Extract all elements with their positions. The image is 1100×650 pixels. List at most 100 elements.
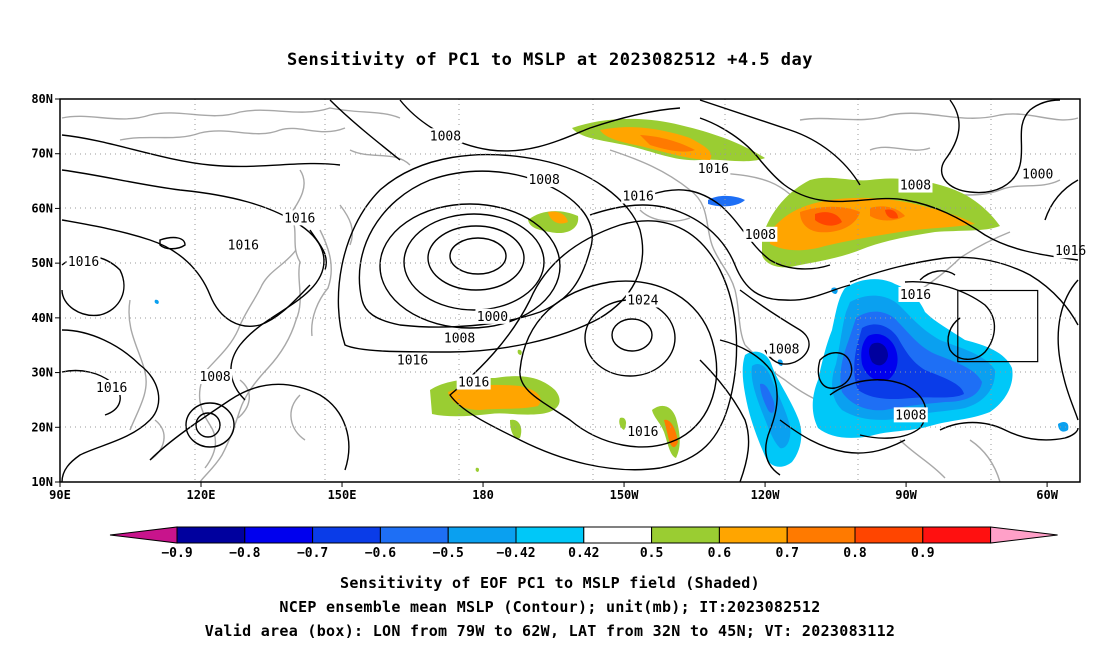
colorbar-label: 0.6: [708, 546, 732, 561]
contour-label-text: 1024: [627, 293, 658, 308]
colorbar-label: −0.9: [161, 546, 192, 561]
lon-tick-label: 120W: [751, 488, 781, 502]
colorbar-segment: [244, 526, 314, 544]
colorbar-label: 0.7: [775, 546, 798, 561]
lon-tick-label: 90W: [895, 488, 917, 502]
lat-tick-label: 60N: [31, 201, 53, 215]
contour-label: 1016: [898, 286, 933, 303]
colorbar-labels: −0.9 −0.8 −0.7 −0.6 −0.5 −0.42 0.42 0.5 0.6 0.7 0.…: [161, 546, 934, 561]
contour-label-bg: [766, 341, 801, 357]
colorbar-label: 0.42: [568, 546, 599, 561]
latitude-labels: 80N 70N 60N 50N 40N 30N 20N 10N: [31, 92, 53, 489]
contour-label: 1016: [226, 237, 261, 254]
caption-valid-area: Valid area (box): LON from 79W to 62W, L…: [204, 622, 896, 640]
contour-label-bg: [743, 226, 778, 242]
contour-label-text: 1008: [430, 129, 461, 144]
contour-label: 1008: [743, 226, 778, 243]
valid-area-box: [957, 289, 1039, 363]
contour-label-text: 1008: [900, 179, 931, 194]
contour-label: 1016: [94, 379, 129, 396]
contour-label-text: 1008: [528, 173, 559, 188]
colorbar-segment: [922, 526, 992, 544]
map-frame: [59, 98, 1081, 483]
lat-tick-label: 30N: [31, 366, 53, 380]
lat-tick-label: 10N: [31, 475, 53, 489]
contour-label-bg: [94, 379, 129, 395]
contour-label: 1016: [282, 210, 317, 226]
axis-ticks: [55, 98, 1048, 487]
colorbar-segment: [718, 526, 788, 544]
caption-contour: NCEP ensemble mean MSLP (Contour); unit(…: [279, 598, 821, 616]
colorbar-label: −0.5: [433, 546, 464, 561]
lon-tick-label: 180: [472, 488, 494, 502]
colorbar-segment: [651, 526, 720, 544]
contour-label-text: 1008: [199, 370, 230, 385]
contour-label-bg: [1020, 166, 1055, 182]
contour-label-text: 1000: [477, 310, 508, 325]
contour-label-bg: [456, 374, 491, 390]
lat-tick-label: 70N: [31, 147, 53, 161]
contour-label-bg: [442, 330, 477, 346]
colorbar-segment: [176, 526, 246, 544]
colorbar-segment: [379, 526, 449, 544]
contour-label: 1008: [198, 369, 233, 385]
contour-label: 1016: [696, 161, 731, 177]
contour-label-bg: [395, 352, 430, 368]
contour-label-text: 1016: [698, 162, 729, 177]
colorbar-label: 0.8: [843, 546, 867, 561]
contour-label-bg: [1053, 243, 1088, 259]
lat-tick-label: 50N: [31, 256, 53, 270]
contour-label: 1008: [898, 177, 933, 194]
contour-label: 1016: [1053, 243, 1088, 259]
contour-label: 1008: [893, 407, 928, 423]
lon-tick-label: 120E: [187, 488, 216, 502]
lat-tick-label: 40N: [31, 311, 53, 325]
lon-tick-label: 60W: [1036, 488, 1058, 502]
contour-label-text: 1016: [1055, 244, 1086, 259]
contour-label: 1024: [625, 292, 660, 308]
contour-label-text: 1008: [444, 332, 475, 347]
contour-label-text: 1016: [627, 425, 658, 440]
contour-label-bg: [475, 308, 510, 324]
colorbar-segment: [515, 526, 585, 544]
colorbar-segment: [447, 526, 517, 544]
colorbar-label: −0.8: [229, 546, 260, 561]
contour-label: 1000: [1020, 166, 1055, 183]
contour-label: 1000: [475, 308, 510, 325]
colorbar-high-end: [990, 526, 1058, 544]
contour-label-text: 1016: [623, 189, 654, 204]
mslp-contours: [61, 99, 1079, 482]
contour-label: 1016: [621, 188, 656, 204]
lon-tick-label: 150E: [328, 488, 357, 502]
colorbar-segment: [312, 526, 381, 544]
lon-tick-label: 90E: [49, 488, 71, 502]
contour-labels: 1008100810161008100010161016101610161008…: [66, 128, 1088, 440]
contour-label: 1016: [456, 374, 491, 391]
contour-label: 1016: [625, 423, 660, 440]
contour-label-text: 1016: [397, 354, 428, 369]
colorbar: [109, 526, 1058, 544]
colorbar-segment: [854, 526, 924, 544]
contour-label-bg: [898, 177, 933, 193]
contour-label-bg: [893, 407, 928, 423]
contour-label: 1016: [66, 254, 101, 270]
contour-label: 1016: [395, 352, 430, 369]
contour-label-bg: [621, 188, 656, 204]
contour-label-text: 1008: [768, 343, 799, 358]
colorbar-label: −0.6: [365, 546, 396, 561]
plot-title: Sensitivity of PC1 to MSLP at 2023082512…: [286, 50, 813, 70]
contour-label-text: 1000: [1022, 168, 1053, 183]
contour-label: 1008: [527, 172, 562, 188]
contour-label: 1008: [766, 341, 801, 358]
contour-label-bg: [198, 369, 233, 385]
contour-label-bg: [898, 286, 933, 302]
contour-label-bg: [428, 128, 463, 144]
graticule: [60, 99, 1080, 482]
contour-label-text: 1016: [458, 376, 489, 391]
lat-tick-label: 20N: [31, 420, 53, 434]
contour-label-bg: [527, 172, 562, 188]
caption-shading: Sensitivity of EOF PC1 to MSLP field (Sh…: [340, 574, 760, 592]
contour-label-text: 1016: [68, 255, 99, 270]
lon-tick-label: 150W: [610, 488, 640, 502]
